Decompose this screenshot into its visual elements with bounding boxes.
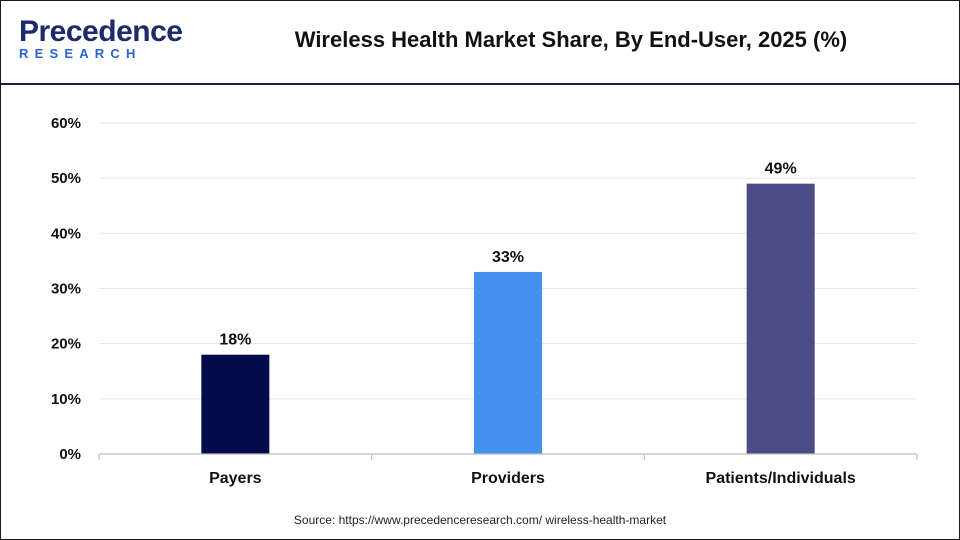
y-tick-label: 20% <box>51 336 81 353</box>
logo-subtext: RESEARCH <box>19 46 142 61</box>
y-tick-label: 10% <box>51 391 81 408</box>
y-tick-label: 40% <box>51 225 81 242</box>
bars <box>201 183 815 454</box>
logo: Precedence RESEARCH <box>19 15 183 65</box>
data-label: 18% <box>219 332 251 349</box>
y-tick-label: 60% <box>51 115 81 132</box>
bar-payers <box>201 354 270 454</box>
chart-title: Wireless Health Market Share, By End-Use… <box>294 27 848 52</box>
logo-wordmark: Precedence <box>19 15 183 48</box>
y-tick-label: 50% <box>51 170 81 187</box>
x-axis: Payers Providers Patients/Individuals <box>98 453 918 487</box>
source-note: Source: https://www.precedenceresearch.c… <box>293 513 667 527</box>
x-category-label: Providers <box>471 470 545 487</box>
bar-patients-individuals <box>746 183 815 454</box>
y-tick-label: 0% <box>59 446 81 463</box>
data-label: 49% <box>765 161 797 178</box>
bar-providers <box>474 271 542 454</box>
x-category-label: Patients/Individuals <box>706 470 856 487</box>
bar-chart: 0% 10% 20% 30% 40% 50% 60% 18% 33% 49% Payers Pro… <box>51 115 918 487</box>
data-labels: 18% 33% 49% <box>219 161 796 349</box>
header: Precedence RESEARCH Wireless Health Mark… <box>1 1 959 85</box>
y-axis-ticks: 0% 10% 20% 30% 40% 50% 60% <box>51 115 81 463</box>
y-tick-label: 30% <box>51 281 81 298</box>
data-label: 33% <box>492 249 524 266</box>
x-category-label: Payers <box>209 470 262 487</box>
